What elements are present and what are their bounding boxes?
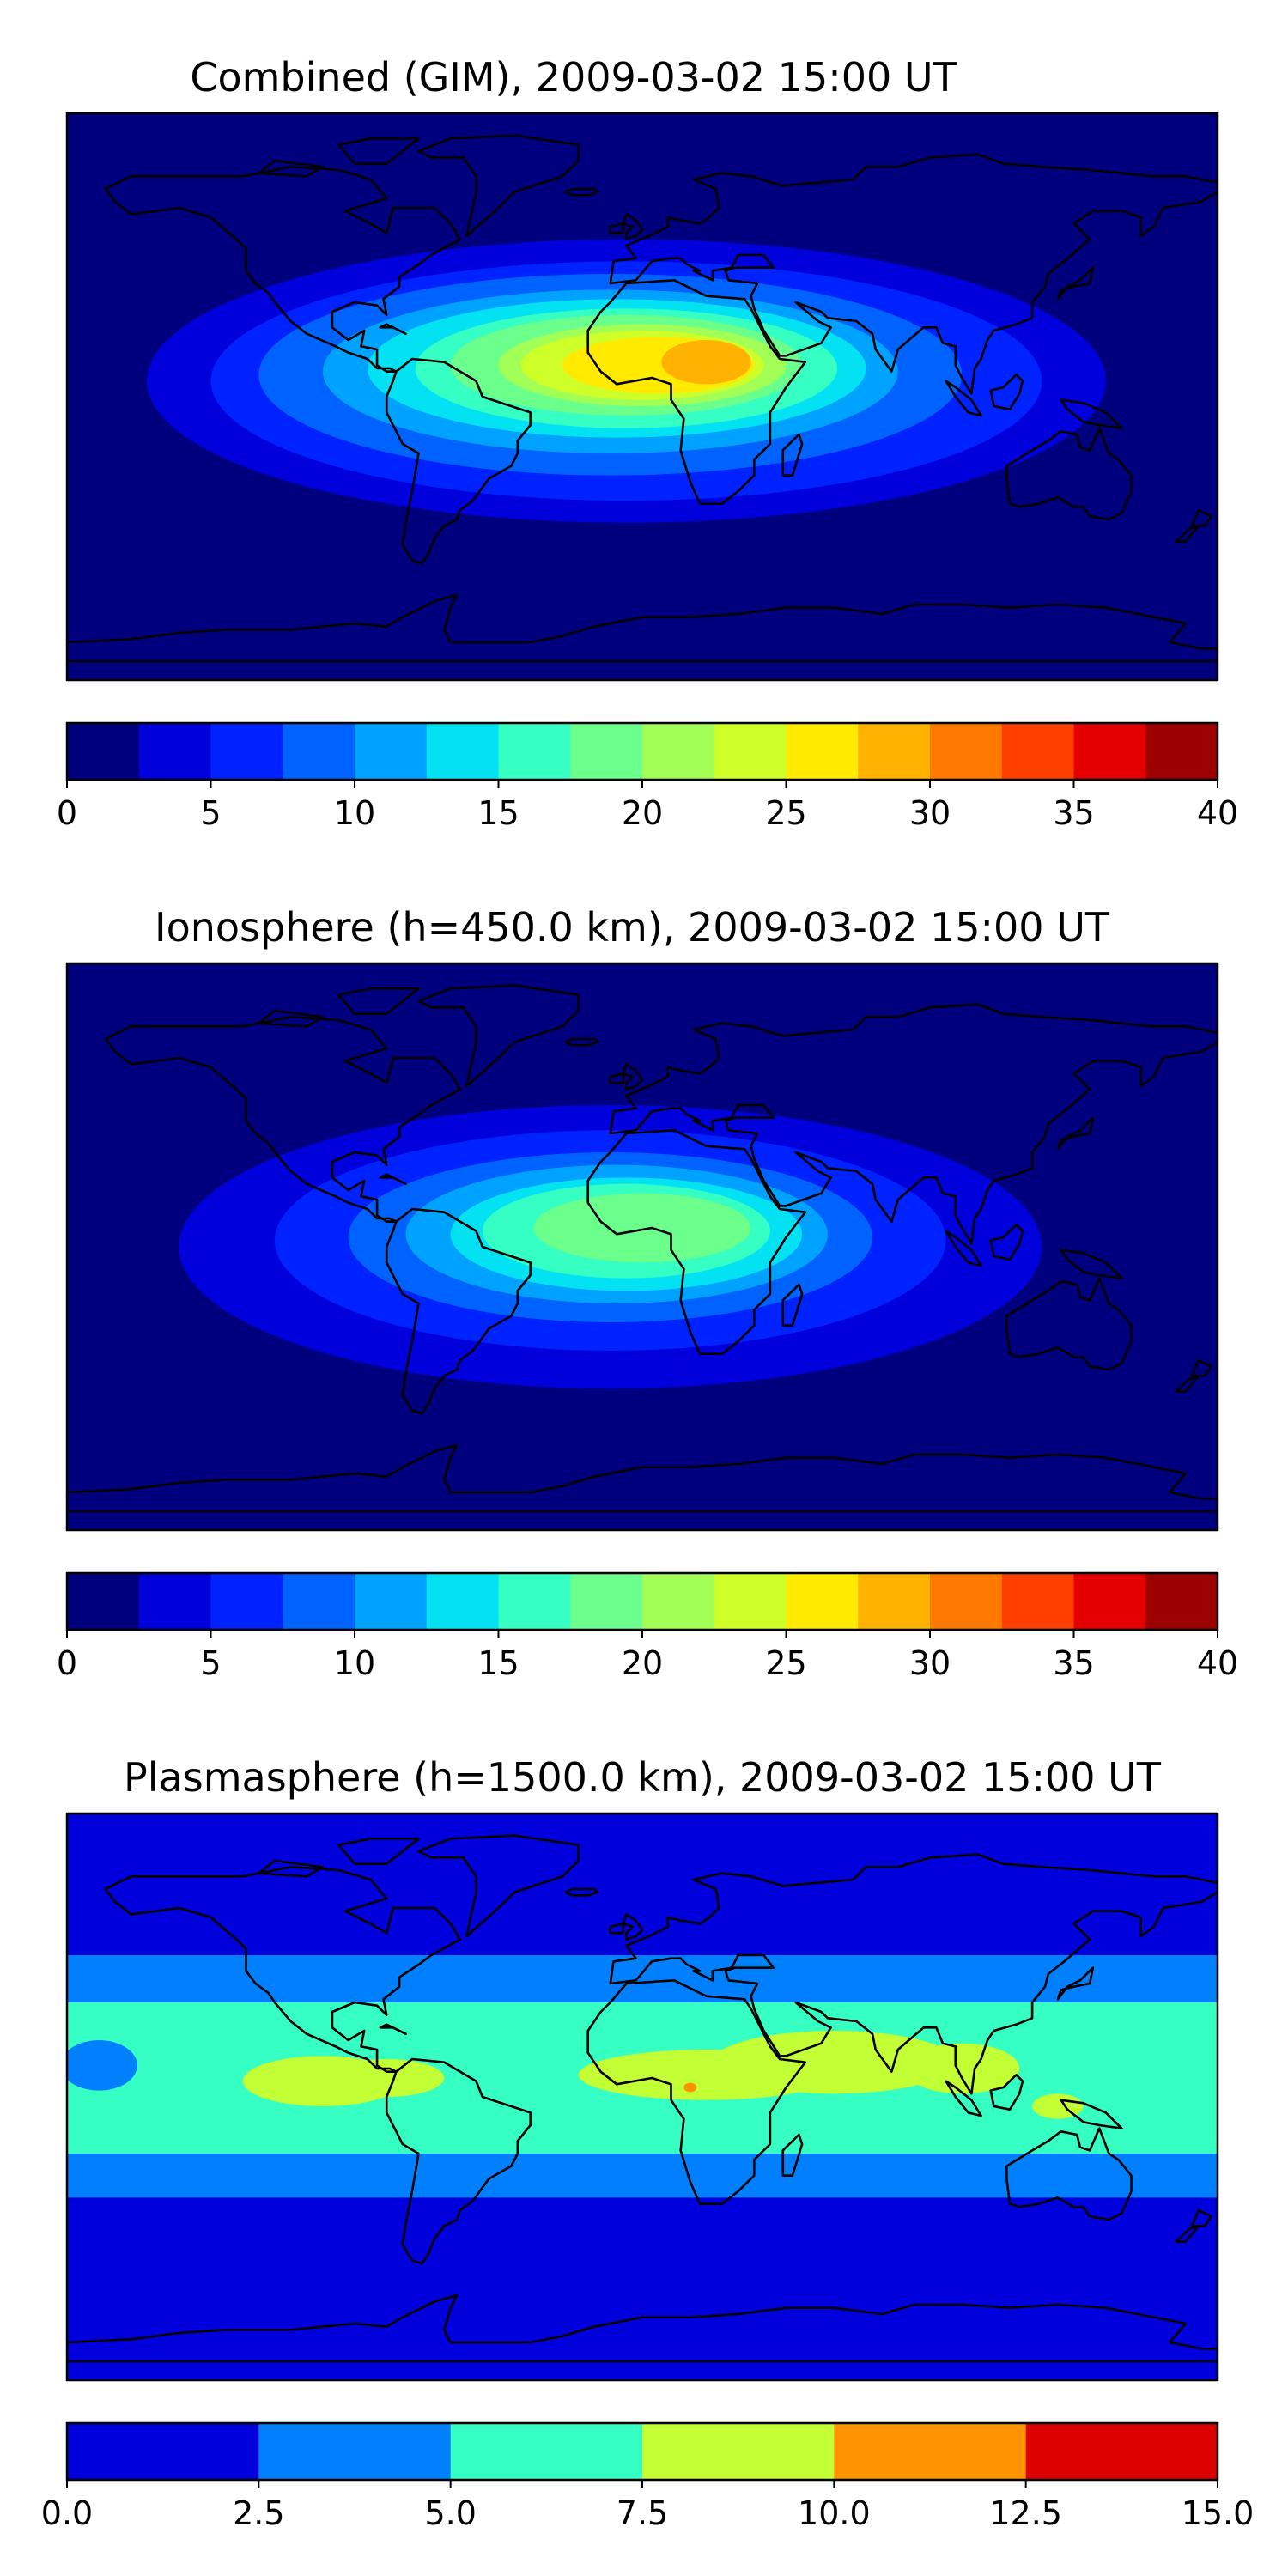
colorbar-tick-label: 15 — [477, 794, 519, 832]
colorbar-tick-label: 10.0 — [798, 2494, 871, 2532]
colorbar-segment — [67, 2423, 259, 2480]
panel-combined: Combined (GIM), 2009-03-02 15:00 UT 0 5 10… — [57, 54, 1238, 832]
colorbar-tick-label: 30 — [909, 794, 951, 832]
colorbar-segment — [930, 723, 1003, 780]
colorbar-tick-label: 20 — [622, 1644, 663, 1682]
colorbar: 0.0 2.5 5.0 7.5 10.0 12.5 15.0 — [41, 2421, 1255, 2532]
colorbar-segment — [283, 1573, 355, 1630]
colorbar-tick-label: 2.5 — [233, 2494, 284, 2532]
colorbar-segment — [858, 1573, 931, 1630]
colorbar-segment — [1145, 1573, 1218, 1630]
colorbar-segment — [498, 723, 571, 780]
colorbar-tick-label: 25 — [765, 794, 806, 832]
colorbar-segment — [426, 1573, 500, 1630]
coastlines — [67, 1836, 1218, 2361]
colorbar-tick-label: 25 — [765, 1644, 806, 1682]
colorbar-tick-label: 10 — [334, 1644, 375, 1682]
colorbar-segment — [1073, 723, 1146, 780]
colorbar-segment — [258, 2423, 452, 2480]
contour-region — [67, 2040, 137, 2091]
coastlines — [67, 986, 1218, 1511]
colorbar-segment — [1073, 1573, 1146, 1630]
coastline-path — [67, 1836, 1218, 2361]
colorbar-segment — [355, 1573, 428, 1630]
colorbar-tick-label: 15 — [477, 1644, 519, 1682]
colorbar-segment — [570, 723, 643, 780]
colorbar-segment — [858, 723, 931, 780]
contour-region — [661, 340, 751, 385]
colorbar-segment — [138, 1573, 212, 1630]
map-frame — [65, 1812, 1219, 2382]
colorbar-tick-label: 5.0 — [424, 2494, 476, 2532]
colorbar-segment — [67, 1573, 140, 1630]
colorbar-segment — [210, 1573, 283, 1630]
colorbar-segment — [67, 723, 140, 780]
colorbar-tick-label: 7.5 — [617, 2494, 668, 2532]
colorbar-segment — [1145, 723, 1218, 780]
map-title: Ionosphere (h=450.0 km), 2009-03-02 15:0… — [155, 904, 1110, 951]
map-plot — [67, 1814, 1218, 2380]
map-title: Combined (GIM), 2009-03-02 15:00 UT — [190, 54, 957, 100]
map-frame — [65, 962, 1219, 1532]
colorbar-segment — [786, 1573, 859, 1630]
colorbar-tick-label: 0.0 — [41, 2494, 93, 2532]
coastline-path — [67, 136, 1218, 661]
map-title: Plasmasphere (h=1500.0 km), 2009-03-02 1… — [124, 1754, 1162, 1801]
colorbar-segment — [450, 2423, 643, 2480]
colorbar-tick-label: 35 — [1053, 794, 1094, 832]
colorbar-segment — [642, 723, 715, 780]
colorbar-segment — [138, 723, 212, 780]
colorbar-tick-label: 12.5 — [989, 2494, 1062, 2532]
colorbar: 0 5 10 15 20 25 30 35 40 — [57, 1571, 1238, 1682]
colorbar-tick-label: 20 — [622, 794, 663, 832]
colorbar-tick-label: 5 — [200, 794, 221, 832]
coastline-path — [67, 986, 1218, 1511]
colorbar-tick-label: 0 — [57, 1644, 77, 1682]
map-frame — [65, 112, 1219, 682]
colorbar-segment — [714, 723, 787, 780]
colorbar-tick-label: 5 — [200, 1644, 221, 1682]
contour-region — [533, 1193, 751, 1263]
contour-region — [904, 2043, 1020, 2094]
colorbar-segment — [498, 1573, 571, 1630]
colorbar-segment — [283, 723, 355, 780]
colorbar-segment — [426, 723, 500, 780]
colorbar: 0 5 10 15 20 25 30 35 40 — [57, 721, 1238, 832]
colorbar-segment — [1001, 723, 1075, 780]
colorbar-segment — [786, 723, 859, 780]
colorbar-segment — [355, 723, 428, 780]
colorbar-segment — [714, 1573, 787, 1630]
colorbar-tick-label: 30 — [909, 1644, 951, 1682]
colorbar-segment — [642, 1573, 715, 1630]
colorbar-tick-label: 0 — [57, 794, 77, 832]
panel-plasmasphere: Plasmasphere (h=1500.0 km), 2009-03-02 1… — [41, 1754, 1255, 2532]
colorbar-tick-label: 10 — [334, 794, 375, 832]
colorbar-tick-label: 35 — [1053, 1644, 1094, 1682]
colorbar-segment — [570, 1573, 643, 1630]
panel-ionosphere: Ionosphere (h=450.0 km), 2009-03-02 15:0… — [57, 904, 1238, 1682]
colorbar-segment — [642, 2423, 835, 2480]
colorbar-segment — [210, 723, 283, 780]
colorbar-segment — [834, 2423, 1027, 2480]
colorbar-tick-label: 40 — [1197, 794, 1238, 832]
contour-region — [683, 2082, 697, 2093]
map-plot — [67, 113, 1218, 680]
colorbar-tick-label: 40 — [1197, 1644, 1238, 1682]
colorbar-segment — [1025, 2423, 1218, 2480]
map-plot — [67, 963, 1218, 1530]
colorbar-segment — [1001, 1573, 1075, 1630]
contour-region — [329, 2059, 445, 2097]
colorbar-segment — [930, 1573, 1003, 1630]
colorbar-tick-label: 15.0 — [1182, 2494, 1255, 2532]
coastlines — [67, 136, 1218, 661]
